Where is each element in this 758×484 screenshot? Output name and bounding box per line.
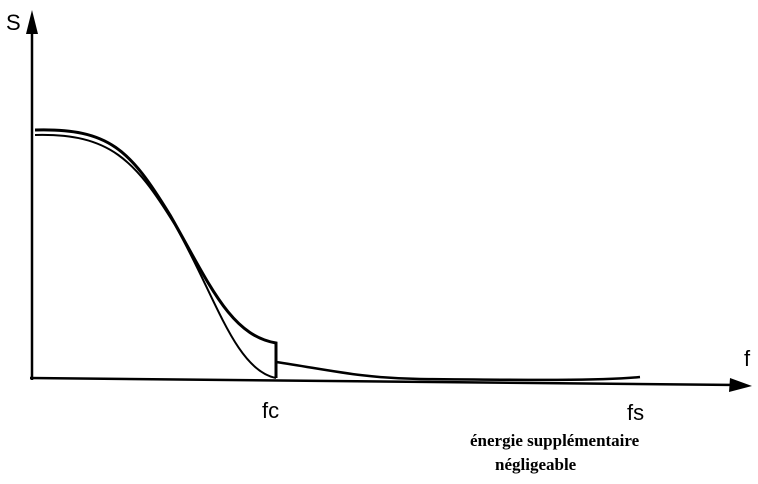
fc-label: fc: [262, 398, 279, 423]
axes: [29, 24, 739, 387]
residual-curve: [275, 360, 641, 382]
y-axis-label: S: [6, 10, 21, 35]
spectrum-curves: [34, 128, 641, 382]
spectrum-curve: [34, 128, 278, 378]
x-arrow: [729, 378, 752, 392]
y-arrow: [26, 10, 38, 34]
annotation-line: négligeable: [495, 455, 577, 474]
x-axis-label: f: [744, 346, 751, 371]
x-axis: [29, 376, 739, 387]
annotation-line: énergie supplémentaire: [470, 431, 640, 450]
fs-label: fs: [627, 400, 644, 425]
spectrum-curve-alt: [34, 133, 277, 379]
